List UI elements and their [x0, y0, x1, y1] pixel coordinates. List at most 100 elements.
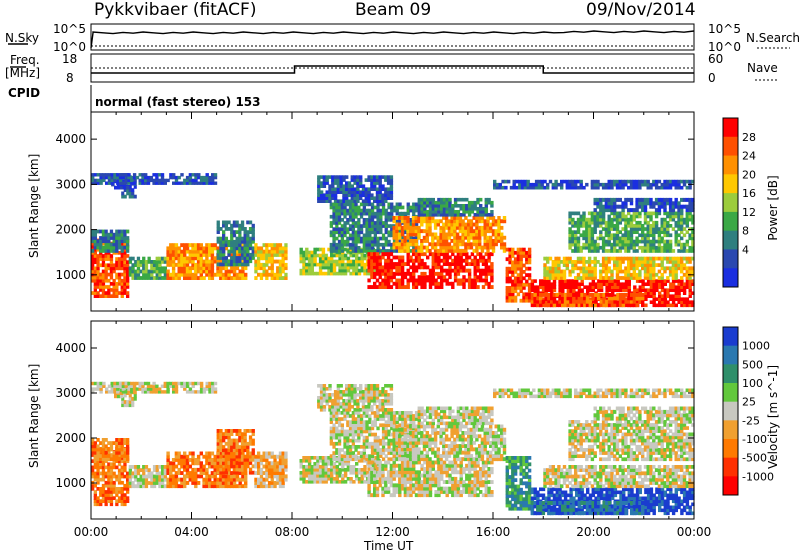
- echo-cell: [142, 269, 146, 274]
- echo-cell: [354, 246, 358, 250]
- echo-cell: [340, 249, 344, 253]
- echo-cell: [381, 242, 386, 247]
- echo-cell: [265, 253, 269, 257]
- echo-cell: [191, 243, 195, 248]
- echo-cell: [341, 259, 345, 264]
- echo-cell: [104, 266, 108, 271]
- echo-cell: [216, 227, 220, 231]
- echo-cell: [115, 288, 119, 292]
- echo-cell: [318, 259, 323, 264]
- echo-cell: [243, 259, 247, 264]
- y-tick-label: 2000: [55, 223, 86, 237]
- echo-cell: [120, 272, 124, 277]
- echo-cell: [227, 262, 231, 267]
- echo-cell: [337, 214, 342, 219]
- echo-cell: [341, 271, 345, 276]
- echo-cell: [337, 230, 342, 235]
- echo-cell: [355, 268, 359, 273]
- echo-cell: [340, 218, 344, 222]
- echo-cell: [381, 249, 386, 253]
- echo-cell: [219, 243, 223, 247]
- echo-cell: [213, 256, 217, 261]
- echo-cell: [262, 266, 266, 271]
- echo-cell: [363, 262, 367, 267]
- echo-cell: [357, 208, 361, 213]
- echo-cell: [278, 266, 283, 271]
- echo-cell: [596, 249, 600, 253]
- echo-cell: [376, 249, 380, 253]
- echo-cell: [183, 246, 187, 251]
- echo-cell: [321, 262, 326, 267]
- echo-cell: [343, 202, 347, 207]
- echo-cell: [222, 246, 226, 251]
- echo-cell: [232, 243, 237, 247]
- echo-cell: [112, 278, 116, 283]
- echo-cell: [259, 272, 264, 277]
- echo-cell: [270, 253, 274, 257]
- echo-cell: [123, 257, 127, 261]
- echo-cell: [259, 256, 264, 261]
- echo-cell: [357, 233, 361, 238]
- echo-cell: [278, 249, 283, 254]
- echo-cell: [230, 223, 234, 228]
- echo-cell: [117, 185, 121, 190]
- echo-cell: [351, 208, 355, 213]
- echo-cell: [384, 242, 388, 247]
- echo-cell: [128, 272, 132, 277]
- echo-cell: [357, 230, 361, 235]
- echo-cell: [384, 221, 388, 225]
- echo-cell: [144, 266, 149, 271]
- echo-cell: [337, 233, 342, 238]
- echo-cell: [147, 260, 151, 264]
- echo-cell: [330, 268, 334, 273]
- echo-cell: [183, 253, 187, 257]
- echo-cell: [120, 241, 124, 246]
- echo-cell: [219, 256, 223, 260]
- echo-cell: [155, 276, 159, 280]
- echo-cell: [373, 230, 377, 235]
- echo-cell: [262, 262, 266, 267]
- echo-cell: [332, 249, 336, 253]
- echo-cell: [324, 271, 328, 276]
- echo-cell: [270, 259, 274, 264]
- echo-cell: [109, 260, 114, 264]
- echo-cell: [115, 236, 119, 240]
- echo-cell: [379, 227, 383, 231]
- echo-cell: [243, 230, 247, 234]
- echo-cell: [332, 227, 336, 231]
- echo-cell: [104, 263, 108, 268]
- echo-cell: [202, 259, 206, 264]
- echo-cell: [335, 218, 339, 222]
- echo-cell: [96, 257, 100, 261]
- echo-cell: [367, 278, 371, 283]
- echo-cell: [335, 214, 339, 219]
- echo-cell: [177, 259, 181, 264]
- echo-cell: [126, 272, 130, 277]
- echo-cell: [376, 230, 380, 235]
- echo-cell: [126, 294, 130, 298]
- echo-cell: [123, 194, 127, 199]
- echo-cell: [343, 208, 347, 213]
- echo-cell: [134, 276, 138, 280]
- echo-cell: [384, 218, 388, 222]
- echo-cell: [115, 272, 119, 277]
- echo-cell: [305, 265, 309, 270]
- echo-cell: [123, 272, 127, 277]
- echo-cell: [194, 253, 198, 257]
- echo-cell: [196, 256, 201, 261]
- echo-cell: [341, 256, 345, 261]
- echo-cell: [150, 260, 154, 264]
- echo-cell: [219, 227, 223, 231]
- echo-cell: [104, 278, 108, 283]
- echo-cell: [166, 451, 170, 456]
- echo-cell: [412, 208, 416, 213]
- echo-cell: [161, 266, 165, 271]
- echo-cell: [307, 262, 312, 267]
- echo-cell: [235, 272, 240, 277]
- echo-cell: [238, 272, 242, 277]
- echo-cell: [96, 285, 100, 289]
- echo-cell: [262, 249, 266, 254]
- echo-cell: [381, 202, 386, 207]
- echo-cell: [368, 249, 372, 253]
- echo-cell: [368, 246, 372, 250]
